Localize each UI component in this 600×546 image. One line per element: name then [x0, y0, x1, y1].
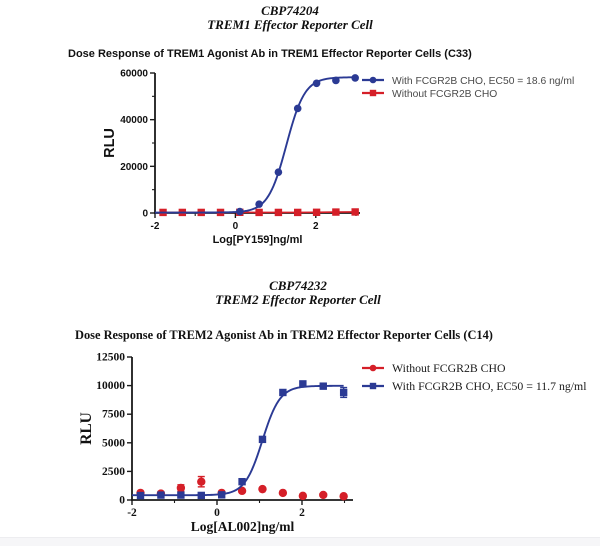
legend-entry: Without FCGR2B CHO	[362, 361, 506, 375]
data-point-square	[177, 491, 185, 499]
y-tick-label: 2500	[102, 466, 125, 478]
x-tick-label: 0	[214, 507, 220, 519]
x-axis-label: Log[PY159]ng/ml	[213, 234, 303, 246]
data-point-square	[279, 388, 287, 397]
study-header-2: TREM2 Effector Reporter Cell	[215, 292, 381, 307]
legend-marker-square	[369, 382, 377, 390]
legend-label: With FCGR2B CHO, EC50 = 11.7 ng/ml	[392, 379, 587, 393]
legend-label: Without FCGR2B CHO	[392, 361, 506, 375]
data-point-circle	[176, 483, 186, 493]
trem2-dose-response-chart: -2 0 202500500075001000012500Log[AL002]ng/…	[78, 352, 587, 535]
data-point-circle	[258, 484, 267, 494]
data-point-circle	[319, 490, 328, 500]
data-point-circle	[197, 477, 206, 486]
y-tick-label: 5000	[102, 437, 125, 449]
x-tick-label: 2	[313, 221, 319, 232]
data-point-circle	[274, 168, 283, 176]
data-point-square	[238, 477, 246, 486]
study-id-2: CBP74232	[269, 278, 327, 293]
chart-title-trem1: Dose Response of TREM1 Agonist Ab in TRE…	[68, 48, 472, 60]
data-point-circle	[312, 79, 321, 88]
data-point-square	[293, 208, 302, 217]
x-axis-label: Log[AL002]ng/ml	[191, 519, 295, 534]
data-point-square	[351, 208, 359, 216]
legend-marker-square	[369, 89, 377, 97]
y-axis-label: RLU	[78, 412, 95, 445]
legend-entry: With FCGR2B CHO, EC50 = 11.7 ng/ml	[362, 379, 587, 393]
legend-label: With FCGR2B CHO, EC50 = 18.6 ng/ml	[392, 76, 574, 87]
data-point-square	[258, 435, 267, 444]
x-tick-label: 0	[233, 221, 239, 232]
data-point-square	[319, 382, 327, 390]
y-tick-label: 20000	[120, 162, 148, 173]
data-point-square	[136, 491, 145, 500]
data-point-circle	[339, 492, 348, 501]
data-point-square	[332, 208, 340, 216]
study-header-1: TREM1 Effector Reporter Cell	[207, 17, 373, 32]
data-point-square	[255, 208, 263, 217]
data-point-circle	[332, 76, 340, 85]
chart-title-trem2: Dose Response of TREM2 Agonist Ab in TRE…	[75, 328, 493, 342]
data-point-circle	[236, 207, 244, 216]
y-tick-label: 12500	[96, 352, 125, 364]
fit-curve	[132, 384, 344, 497]
y-tick-label: 0	[142, 209, 148, 220]
trem1-dose-response-chart: -2 0 20200004000060000Log[PY159]ng/mlRLUWi…	[102, 69, 574, 247]
fit-curve	[155, 76, 356, 214]
y-tick-label: 60000	[120, 69, 148, 80]
study-id-1: CBP74204	[261, 3, 319, 18]
x-tick-label: 2	[299, 507, 305, 519]
x-tick-label: -2	[151, 221, 160, 232]
data-point-square	[197, 491, 205, 500]
legend-entry: With FCGR2B CHO, EC50 = 18.6 ng/ml	[362, 76, 574, 87]
y-tick-label: 10000	[96, 380, 125, 392]
y-axis-label: RLU	[102, 128, 118, 158]
y-tick-label: 7500	[102, 409, 125, 421]
data-point-square	[339, 388, 348, 397]
data-point-circle	[298, 491, 308, 501]
data-point-circle	[293, 104, 302, 113]
legend-label: Without FCGR2B CHO	[392, 89, 497, 100]
legend-entry: Without FCGR2B CHO	[362, 89, 497, 100]
data-point-circle	[255, 200, 263, 208]
data-point-square	[157, 491, 165, 499]
y-tick-label: 40000	[120, 115, 148, 126]
data-point-square	[299, 380, 307, 388]
legend-marker-circle	[369, 364, 377, 372]
page-edge-strip	[0, 537, 600, 546]
data-point-circle	[351, 74, 359, 82]
y-tick-label: 0	[119, 495, 125, 507]
legend-marker-circle	[369, 76, 377, 84]
data-point-square	[312, 208, 321, 216]
x-tick-label: -2	[127, 507, 137, 519]
data-point-square	[217, 491, 226, 499]
data-point-circle	[278, 488, 288, 498]
data-point-circle	[237, 486, 247, 496]
data-point-square	[274, 208, 283, 217]
